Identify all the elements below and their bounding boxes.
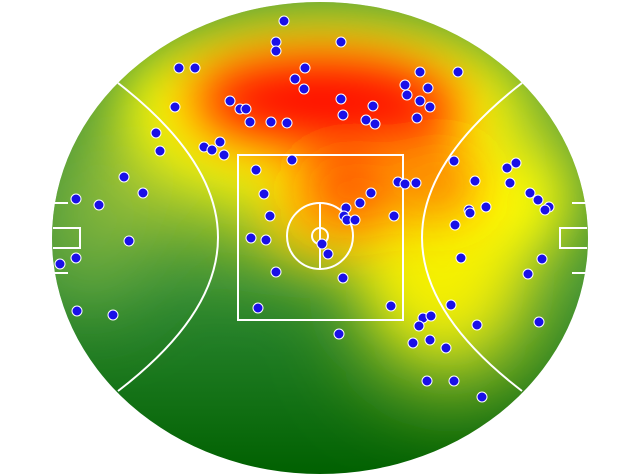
- point: [173, 62, 185, 74]
- point: [522, 268, 534, 280]
- point: [281, 117, 293, 129]
- point: [445, 299, 457, 311]
- point: [410, 177, 422, 189]
- point: [337, 109, 349, 121]
- point: [455, 252, 467, 264]
- point: [469, 175, 481, 187]
- point: [154, 145, 166, 157]
- point: [524, 187, 536, 199]
- point: [137, 187, 149, 199]
- point: [536, 253, 548, 265]
- point: [407, 337, 419, 349]
- point: [440, 342, 452, 354]
- point: [70, 193, 82, 205]
- point: [316, 238, 328, 250]
- point: [425, 310, 437, 322]
- point: [388, 210, 400, 222]
- point: [476, 391, 488, 403]
- point: [240, 103, 252, 115]
- point: [399, 178, 411, 190]
- point: [367, 100, 379, 112]
- point: [532, 194, 544, 206]
- point: [349, 214, 361, 226]
- point: [250, 164, 262, 176]
- point: [539, 204, 551, 216]
- point: [118, 171, 130, 183]
- point: [335, 36, 347, 48]
- point: [533, 316, 545, 328]
- point: [369, 118, 381, 130]
- point: [504, 177, 516, 189]
- point: [424, 101, 436, 113]
- point: [385, 300, 397, 312]
- point: [298, 83, 310, 95]
- point: [471, 319, 483, 331]
- point: [448, 155, 460, 167]
- point: [399, 79, 411, 91]
- points: [54, 15, 555, 403]
- point: [414, 66, 426, 78]
- point: [71, 305, 83, 317]
- point: [424, 334, 436, 346]
- point: [289, 73, 301, 85]
- point: [93, 199, 105, 211]
- point: [252, 302, 264, 314]
- point: [464, 207, 476, 219]
- point: [189, 62, 201, 74]
- point: [414, 95, 426, 107]
- point: [354, 197, 366, 209]
- point: [411, 112, 423, 124]
- point: [337, 272, 349, 284]
- point: [421, 375, 433, 387]
- point: [244, 116, 256, 128]
- point: [218, 149, 230, 161]
- point: [510, 157, 522, 169]
- point: [322, 248, 334, 260]
- point: [278, 15, 290, 27]
- point: [107, 309, 119, 321]
- point: [365, 187, 377, 199]
- point: [260, 234, 272, 246]
- point: [270, 266, 282, 278]
- point: [264, 210, 276, 222]
- point: [123, 235, 135, 247]
- point: [448, 375, 460, 387]
- point: [335, 93, 347, 105]
- point: [360, 114, 372, 126]
- point: [480, 201, 492, 213]
- point: [206, 144, 218, 156]
- point: [270, 45, 282, 57]
- point: [422, 82, 434, 94]
- point: [70, 252, 82, 264]
- point: [245, 232, 257, 244]
- point: [258, 188, 270, 200]
- point: [501, 162, 513, 174]
- point: [286, 154, 298, 166]
- point: [401, 89, 413, 101]
- point: [413, 320, 425, 332]
- point: [150, 127, 162, 139]
- point: [299, 62, 311, 74]
- point: [169, 101, 181, 113]
- point: [224, 95, 236, 107]
- point: [449, 219, 461, 231]
- point: [265, 116, 277, 128]
- point: [452, 66, 464, 78]
- field-lines: [53, 82, 587, 392]
- point: [333, 328, 345, 340]
- point: [54, 258, 66, 270]
- point: [214, 136, 226, 148]
